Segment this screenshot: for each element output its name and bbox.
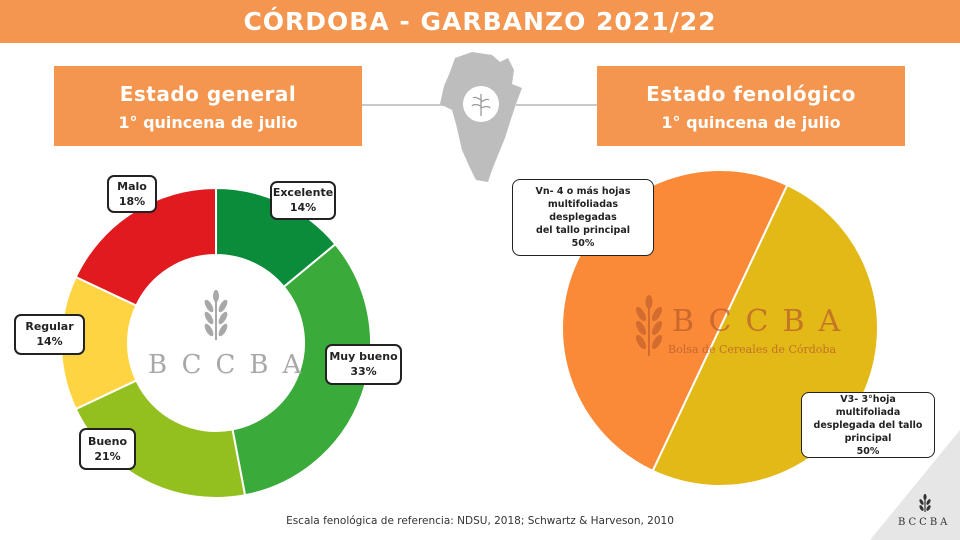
pie-logo-text: BCCBA [672,304,855,339]
wheat-watermark-icon [635,295,663,356]
pie-logo-subtitle: Bolsa de Cereales de Córdoba [668,343,837,356]
footnote: Escala fenológica de referencia: NDSU, 2… [286,515,674,527]
label-v3-line-3: principal [844,432,892,444]
label-muy-bueno: Muy bueno 33% [325,344,402,385]
title-bar: CÓRDOBA - GARBANZO 2021/22 [0,0,960,43]
label-bueno-name: Bueno [87,434,128,448]
slice-malo [74,186,217,307]
label-vn-line-3: del tallo principal [536,225,630,236]
label-bueno-value: 21% [94,449,121,463]
label-muy-bueno-value: 33% [350,365,377,378]
label-v3-line-1: V3- 3°hoja multifoliada [835,393,901,418]
wheat-logo-icon [204,290,228,340]
corner-logo-text: BCCBA [898,517,951,528]
estado-fenologico-header: Estado fenológico 1° quincena de julio [597,66,905,146]
corner-triangle [870,430,960,540]
label-excelente-value: 14% [289,201,317,214]
corner-wheat-icon [919,494,931,512]
estado-general-subheading: 1° quincena de julio [118,113,298,132]
label-regular-name: Regular [25,320,74,333]
page-title: CÓRDOBA - GARBANZO 2021/22 [243,7,717,36]
label-v3: V3- 3°hoja multifoliada desplegada del t… [801,392,935,458]
label-vn: Vn- 4 o más hojas multifoliadas desplega… [512,179,654,256]
label-malo-value: 18% [118,194,146,208]
connector-line-right [516,104,597,106]
label-excelente-name: Excelente [272,186,334,199]
label-v3-line-2: desplegada del tallo [813,419,923,431]
label-vn-value: 50% [571,238,595,249]
cordoba-map-icon [440,52,522,182]
label-regular-value: 14% [36,335,63,348]
slice-muy-bueno [231,242,372,497]
label-vn-line-2: multifoliadas desplegadas [547,199,619,223]
estado-general-donut [60,186,372,499]
slice-bueno [74,379,247,499]
label-excelente: Excelente 14% [270,181,336,220]
label-regular: Regular 14% [14,314,85,355]
donut-logo-text: BCCBA [148,350,316,380]
label-malo: Malo 18% [107,175,157,213]
estado-fenologico-heading: Estado fenológico [646,82,856,106]
estado-fenologico-subheading: 1° quincena de julio [661,113,841,132]
connector-line-left [362,104,444,106]
label-vn-line-1: Vn- 4 o más hojas [535,186,631,197]
label-v3-value: 50% [856,445,880,457]
estado-general-heading: Estado general [119,82,297,106]
estado-general-header: Estado general 1° quincena de julio [54,66,362,146]
label-malo-name: Malo [117,179,147,193]
label-bueno: Bueno 21% [79,428,136,470]
label-muy-bueno-name: Muy bueno [329,350,398,363]
